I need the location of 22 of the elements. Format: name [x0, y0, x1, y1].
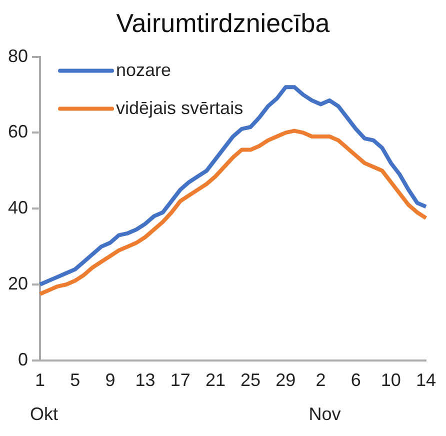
x-tick-label: 29	[276, 370, 296, 390]
text: Okt	[30, 404, 58, 424]
x-tick-label: 10	[380, 370, 401, 390]
text: Nov	[308, 404, 341, 424]
y-tick-label: 40	[8, 198, 28, 218]
chart-title: Vairumtirdzniecība	[115, 8, 331, 40]
x-tick-label: 25	[240, 370, 261, 390]
y-tick-label: 20	[8, 273, 28, 294]
y-tick-label: 60	[8, 122, 28, 142]
x-tick-label: 5	[70, 370, 80, 390]
x-tick-label: 21	[205, 370, 226, 390]
legend-label: nozare	[116, 60, 172, 80]
x-tick-label: 17	[170, 370, 190, 390]
x-tick-label: 13	[135, 370, 156, 390]
y-tick-label: 80	[8, 46, 28, 66]
x-tick-label: 14	[416, 370, 436, 390]
legend-label: vidējais svērtais	[116, 98, 244, 118]
x-tick-label: 9	[105, 370, 116, 390]
x-tick-label: 6	[350, 370, 361, 390]
x-tick-label: 2	[316, 370, 326, 390]
x-tick-label: 1	[35, 370, 46, 390]
y-tick-label: 0	[18, 349, 28, 370]
